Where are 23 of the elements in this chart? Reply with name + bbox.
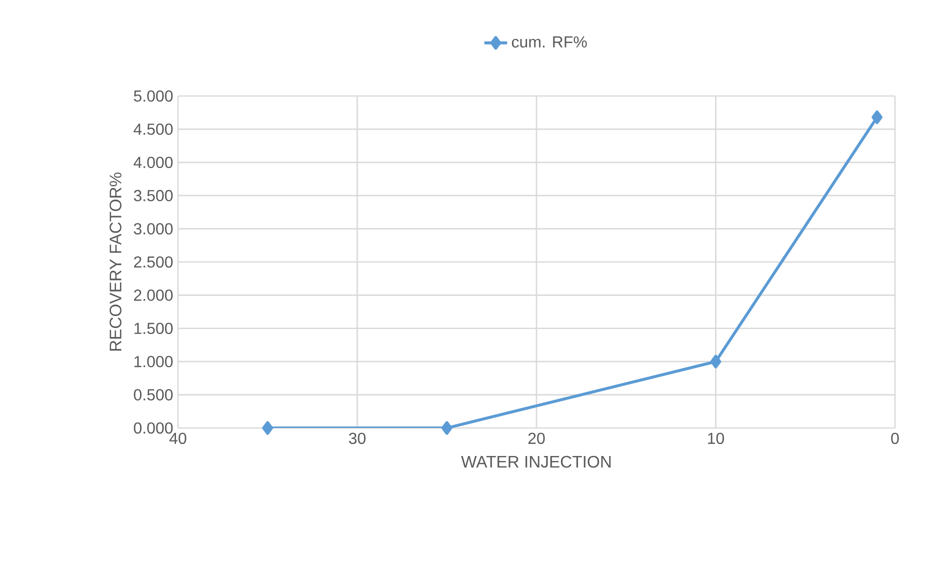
y-tick-label: 3.000 (134, 223, 173, 234)
y-tick-label: 4.000 (134, 156, 173, 168)
point (441, 421, 452, 435)
x-tick-label: 30 (348, 432, 366, 444)
point (710, 354, 722, 368)
y-tick-label: 1.000 (134, 356, 173, 368)
y-tick-label: 5.000 (134, 90, 173, 102)
y-tick-label: 2.000 (134, 290, 173, 301)
y-tick-label: 0.500 (134, 389, 173, 400)
x-axis-title: WATER INJECTION (461, 456, 611, 468)
y-tick-label: 2.500 (134, 256, 173, 268)
x-tick-label: 20 (528, 432, 545, 444)
y-axis-title: RECOVERY FACTOR% (110, 172, 122, 351)
y-tick-label: 0.000 (134, 422, 173, 434)
y-tick-label: 4.500 (134, 124, 173, 135)
x-tick-label: 10 (708, 432, 724, 444)
y-tick-label: 1.500 (134, 322, 173, 334)
y-tick-label: 3.500 (134, 190, 173, 202)
legend-label: cum. RF% (512, 36, 587, 48)
x-tick-label: 40 (169, 432, 186, 444)
point (262, 421, 274, 435)
point (872, 110, 883, 124)
x-tick-label: 0 (891, 432, 899, 444)
